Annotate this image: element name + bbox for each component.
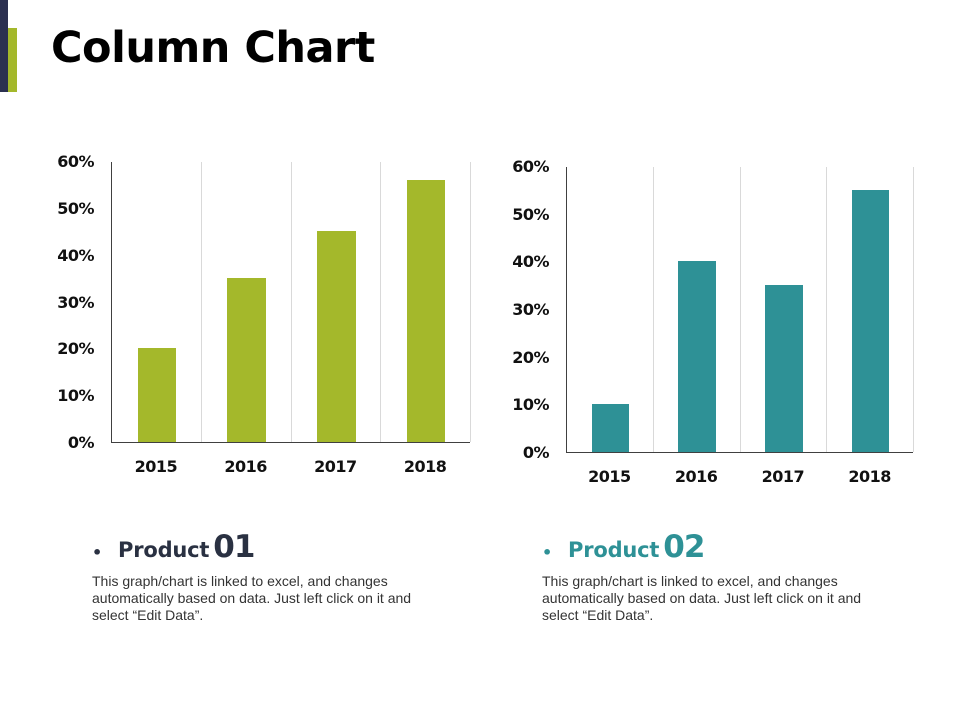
- y-axis-tick-label: 50%: [512, 204, 549, 224]
- product-02-number: 02: [663, 529, 705, 565]
- bullet-icon: •: [92, 542, 103, 562]
- product-02-description: This graph/chart is linked to excel, and…: [542, 573, 862, 623]
- x-axis-tick-label: 2017: [314, 457, 357, 476]
- gridline: [652, 167, 654, 452]
- gridline: [826, 167, 828, 452]
- bar-2017[interactable]: [317, 231, 356, 442]
- gridline: [290, 162, 292, 442]
- y-axis-tick-label: 20%: [57, 339, 94, 359]
- gridline: [380, 162, 382, 442]
- bar-2015[interactable]: [137, 348, 177, 442]
- product-02-heading: • Product 02: [542, 527, 705, 573]
- gridline: [470, 162, 471, 442]
- y-axis-tick-label: 0%: [67, 433, 95, 452]
- x-axis-tick-label: 2018: [848, 467, 891, 486]
- x-axis-tick-label: 2016: [674, 467, 718, 486]
- x-axis-tick-label: 2015: [588, 467, 631, 486]
- x-axis-tick-label: 2015: [134, 457, 178, 476]
- x-axis-tick-label: 2017: [761, 467, 805, 486]
- title-accent-green-bar: [8, 28, 17, 92]
- gridline: [200, 162, 202, 442]
- y-axis-tick-label: 40%: [57, 245, 94, 265]
- product-02-label: Product: [568, 538, 660, 562]
- plot-area: [111, 162, 471, 443]
- bar-2018[interactable]: [851, 189, 890, 452]
- product-01-heading: • Product 01: [92, 527, 255, 573]
- y-axis-tick-label: 40%: [512, 252, 549, 272]
- y-axis-tick-label: 60%: [57, 152, 94, 171]
- product-01-caption: • Product 01 This graph/chart is linked to…: [92, 527, 452, 637]
- y-axis-tick-label: 20%: [512, 347, 549, 367]
- page-title: Column Chart: [51, 23, 375, 73]
- y-axis-tick-label: 30%: [512, 300, 549, 319]
- product-02-caption: • Product 02 This graph/chart is linked to…: [542, 527, 902, 637]
- product-01-description: This graph/chart is linked to excel, and…: [92, 573, 412, 623]
- title-accent-dark-bar: [0, 0, 8, 92]
- bar-2015[interactable]: [591, 404, 630, 452]
- bar-2016[interactable]: [678, 261, 716, 452]
- x-axis-tick-label: 2016: [224, 457, 267, 476]
- y-axis-tick-label: 30%: [57, 292, 94, 312]
- y-axis-tick-label: 0%: [522, 443, 550, 462]
- y-axis-tick-label: 10%: [512, 395, 549, 415]
- product-01-number: 01: [213, 529, 255, 565]
- bar-2016[interactable]: [227, 278, 266, 442]
- gridline: [739, 167, 741, 452]
- bullet-icon: •: [542, 542, 553, 562]
- y-axis-tick-label: 50%: [57, 198, 94, 218]
- x-axis-tick-label: 2018: [403, 457, 447, 476]
- bar-2018[interactable]: [406, 179, 446, 442]
- gridline: [913, 167, 914, 452]
- bar-2017[interactable]: [765, 285, 803, 452]
- y-axis-tick-label: 60%: [512, 157, 549, 176]
- y-axis-tick-label: 10%: [57, 386, 94, 406]
- product-01-label: Product: [118, 538, 210, 562]
- plot-area: [566, 167, 914, 453]
